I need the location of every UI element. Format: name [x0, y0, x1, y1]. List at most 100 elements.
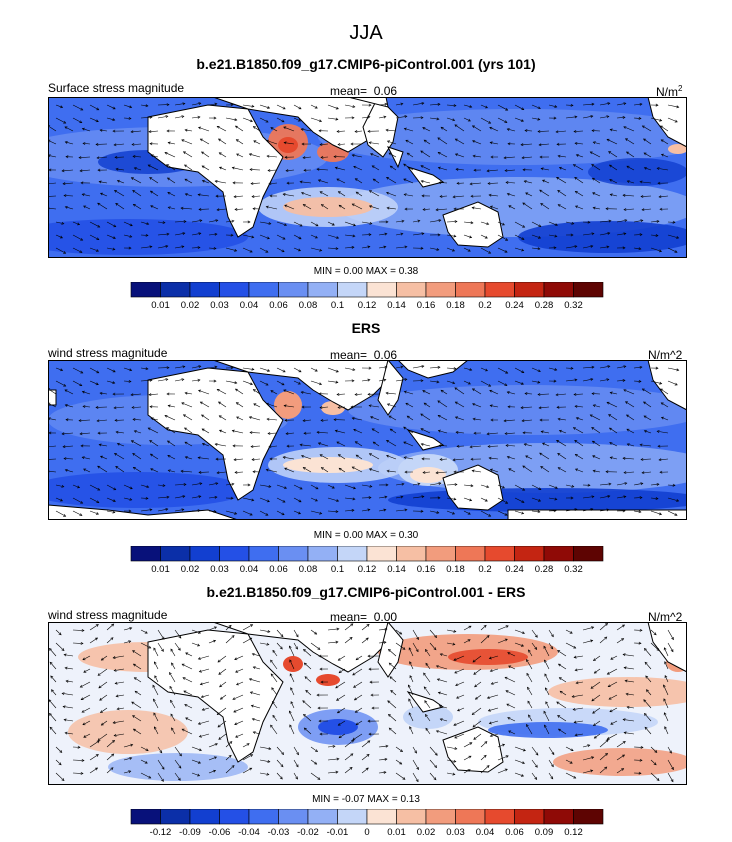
wind-vector-arrow — [565, 245, 577, 249]
wind-vector-head — [350, 405, 354, 409]
wind-vector-head — [368, 404, 372, 408]
wind-vector-head — [230, 103, 234, 107]
wind-vector-arrow — [559, 690, 567, 696]
colorbar-swatch — [396, 546, 427, 562]
wind-vector-arrow — [591, 164, 601, 171]
wind-vector-head — [128, 770, 132, 774]
colorbar-swatch — [455, 546, 486, 562]
wind-vector-head — [389, 676, 393, 680]
wind-vector-head — [589, 151, 593, 155]
wind-vector-arrow — [386, 177, 397, 184]
wind-vector-arrow — [106, 104, 116, 110]
wind-vector-arrow — [421, 180, 431, 184]
colorbar-swatch — [484, 282, 515, 298]
wind-vector-head — [383, 245, 387, 249]
wind-vector-head — [132, 190, 136, 193]
wind-vector-head — [437, 233, 441, 237]
wind-vector-arrow — [575, 142, 584, 145]
wind-vector-arrow — [575, 668, 584, 671]
colorbar-swatch — [278, 546, 309, 562]
wind-vector-arrow — [72, 497, 83, 504]
wind-vector-head — [400, 102, 404, 106]
colorbar-tick-label: 0.12 — [358, 564, 377, 574]
wind-vector-head — [286, 181, 290, 185]
wind-vector-head — [523, 180, 527, 184]
wind-vector-head — [132, 650, 136, 653]
wind-vector-head — [298, 106, 302, 110]
colorbar-tick-label: 0.14 — [387, 300, 406, 310]
wind-vector-arrow — [644, 430, 652, 434]
wind-vector-arrow — [625, 680, 635, 683]
wind-vector-head — [453, 759, 457, 763]
wind-vector-head — [112, 247, 116, 251]
wind-vector-arrow — [276, 247, 285, 253]
wind-vector-head — [440, 126, 444, 130]
wind-vector-arrow — [626, 151, 635, 158]
wind-vector-head — [454, 124, 458, 128]
wind-vector-head — [250, 624, 254, 627]
wind-vector-head — [538, 224, 542, 227]
wind-vector-arrow — [633, 366, 642, 369]
wind-vector-arrow — [344, 767, 353, 774]
wind-vector-head — [389, 428, 393, 432]
wind-vector-arrow — [157, 746, 163, 754]
wind-vector-head — [235, 139, 239, 142]
wind-vector-head — [591, 698, 595, 702]
wind-vector-arrow — [429, 772, 437, 780]
wind-vector-head — [520, 773, 525, 777]
wind-vector-head — [270, 673, 274, 677]
wind-vector-arrow — [202, 443, 210, 447]
wind-vector-arrow — [184, 427, 193, 434]
panel-2-variable-label: wind stress magnitude — [48, 346, 168, 360]
wind-vector-arrow — [650, 642, 660, 651]
wind-vector-head — [337, 657, 341, 661]
wind-vector-head — [454, 483, 458, 487]
wind-vector-arrow — [140, 367, 148, 370]
wind-vector-head — [505, 444, 509, 447]
wind-vector-arrow — [472, 140, 482, 145]
wind-vector-head — [453, 723, 457, 726]
wind-vector-arrow — [650, 247, 662, 252]
wind-vector-arrow — [113, 655, 125, 659]
colorbar-tick-label: 0.12 — [564, 827, 583, 837]
wind-vector-arrow — [63, 706, 74, 709]
wind-vector-arrow — [531, 247, 540, 250]
wind-vector-head — [660, 139, 664, 143]
wind-vector-head — [150, 154, 154, 158]
wind-vector-arrow — [250, 691, 261, 696]
wind-vector-head — [626, 180, 630, 183]
wind-vector-head — [400, 365, 404, 369]
wind-vector-arrow — [191, 102, 201, 106]
wind-vector-head — [454, 153, 458, 157]
wind-vector-arrow — [424, 700, 431, 709]
wind-vector-head — [83, 735, 87, 738]
wind-vector-head — [420, 179, 424, 183]
wind-vector-head — [132, 663, 136, 667]
wind-vector-arrow — [48, 402, 57, 408]
wind-vector-head — [318, 654, 322, 658]
colorbar-tick-label: 0.01 — [151, 564, 170, 574]
wind-vector-head — [80, 444, 84, 448]
wind-vector-head — [643, 166, 647, 170]
wind-vector-head — [351, 116, 355, 120]
wind-vector-arrow — [548, 221, 558, 226]
wind-vector-head — [296, 752, 299, 756]
wind-vector-arrow — [505, 432, 516, 435]
colorbar-swatch — [573, 546, 604, 562]
wind-vector-arrow — [559, 167, 567, 171]
colorbar-tick-label: 0.2 — [478, 300, 491, 310]
wind-vector-head — [165, 115, 169, 119]
wind-vector-head — [484, 235, 488, 239]
wind-vector-arrow — [106, 117, 115, 121]
wind-vector-head — [167, 455, 171, 458]
wind-vector-arrow — [198, 457, 210, 460]
wind-vector-head — [113, 668, 117, 672]
wind-vector-head — [486, 432, 490, 436]
wind-vector-arrow — [276, 746, 284, 755]
wind-vector-arrow — [616, 482, 627, 486]
wind-vector-head — [129, 368, 133, 372]
wind-vector-head — [489, 205, 493, 209]
wind-vector-arrow — [395, 746, 403, 752]
wind-vector-arrow — [293, 247, 301, 251]
wind-vector-arrow — [624, 208, 635, 211]
